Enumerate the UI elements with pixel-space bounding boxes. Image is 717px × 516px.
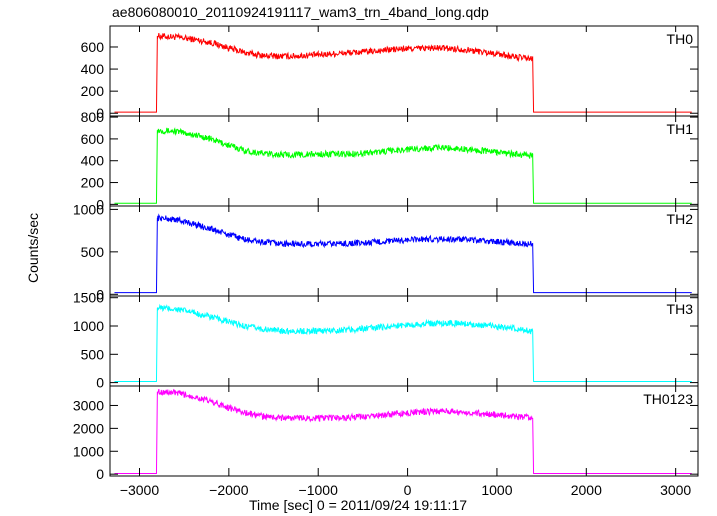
panel-frame-th2: [109, 205, 699, 297]
y-tick-label: 600: [81, 131, 105, 147]
x-tick-label: −2000: [209, 482, 249, 498]
panel-label-th3: TH3: [667, 301, 694, 317]
y-tick-label: 400: [81, 153, 105, 169]
panel-frame-th1: [109, 115, 699, 207]
y-tick-label: 1000: [73, 201, 104, 217]
y-tick-label: 0: [96, 466, 104, 482]
panel-label-th2: TH2: [667, 211, 694, 227]
y-tick-label: 0: [96, 196, 104, 212]
y-tick-label: 0: [96, 286, 104, 302]
y-tick-label: 3000: [73, 397, 104, 413]
y-tick-label: 800: [81, 109, 105, 125]
y-axis-title: Counts/sec: [25, 212, 41, 284]
plot-title: ae806080010_20110924191117_wam3_trn_4ban…: [112, 4, 489, 20]
x-axis-title: Time [sec] 0 = 2011/09/24 19:11:17: [248, 497, 468, 513]
panel-label-th0: TH0: [667, 31, 694, 47]
panel-frame-th0123: [109, 385, 699, 477]
panel-frame-th3: [109, 295, 699, 387]
y-tick-label: 200: [81, 83, 105, 99]
y-tick-label: 1000: [73, 443, 104, 459]
series-line-th3: [114, 303, 692, 382]
x-tick-label: 3000: [660, 482, 691, 498]
y-tick-label: 400: [81, 61, 105, 77]
y-tick-label: 0: [96, 375, 104, 391]
panel-label-th1: TH1: [667, 121, 694, 137]
x-tick-label: −3000: [120, 482, 160, 498]
panel-label-th0123: TH0123: [643, 391, 693, 407]
y-tick-label: 200: [81, 175, 105, 191]
series-line-th2: [114, 213, 692, 294]
series-line-th0: [114, 32, 692, 113]
x-tick-label: 2000: [571, 482, 602, 498]
series-line-th0123: [114, 388, 692, 474]
x-tick-label: 0: [404, 482, 412, 498]
x-tick-label: 1000: [481, 482, 512, 498]
y-tick-label: 2000: [73, 420, 104, 436]
y-tick-label: 0: [96, 105, 104, 121]
y-tick-label: 500: [81, 244, 105, 260]
x-tick-label: −1000: [299, 482, 339, 498]
y-tick-label: 1500: [73, 290, 104, 306]
y-tick-label: 1000: [73, 318, 104, 334]
y-tick-label: 500: [81, 346, 105, 362]
y-tick-label: 600: [81, 39, 105, 55]
series-line-th1: [114, 127, 692, 204]
